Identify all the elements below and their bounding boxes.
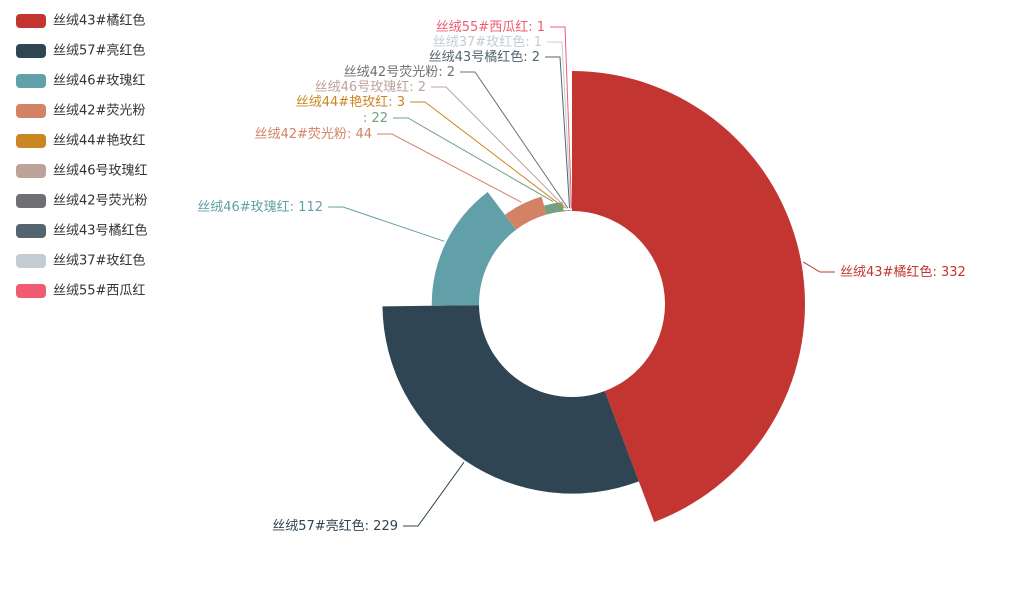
legend-swatch: [16, 284, 46, 298]
slice-label: 丝绒57#亮红色: 229: [272, 518, 398, 534]
slice-label-name: 丝绒42#荧光粉: [255, 127, 347, 142]
slice-label-name: 丝绒37#玫红色: [433, 34, 525, 50]
slice-label-value: 229: [373, 519, 398, 534]
slice-label: 丝绒42号荧光粉: 2: [344, 65, 455, 80]
leader-line: [460, 71, 569, 209]
leader-line: [547, 41, 572, 209]
slice-label: 丝绒46号玫瑰红: 2: [315, 79, 426, 95]
slice-label-name: 丝绒44#艳玫红: [296, 94, 388, 110]
rose-slice: [544, 202, 564, 215]
legend-swatch: [16, 224, 46, 238]
leader-line: [802, 261, 835, 273]
slice-label: : 22: [363, 111, 388, 126]
slice-label: 丝绒55#西瓜红: 1: [436, 19, 545, 35]
slice-label-value: 332: [941, 265, 966, 280]
rose-slice: [382, 305, 639, 494]
slice-label-value: 1: [534, 35, 542, 50]
leader-line: [410, 101, 565, 209]
leader-line: [431, 86, 567, 209]
rose-slice: [568, 210, 571, 212]
legend-label: 丝绒42#荧光粉: [53, 104, 145, 119]
slice-label: 丝绒42#荧光粉: 44: [255, 127, 373, 142]
legend-label: 丝绒43#橘红色: [53, 13, 145, 29]
slice-label-name: 丝绒43#橘红色: [840, 264, 932, 280]
legend-label: 丝绒46#玫瑰红: [53, 73, 145, 89]
slice-label-value: 2: [447, 65, 455, 80]
legend-label: 丝绒43号橘红色: [53, 223, 148, 239]
slice-label-value: 44: [355, 127, 372, 142]
leader-line: [377, 133, 522, 203]
slice-label-name: 丝绒46号玫瑰红: [315, 79, 410, 95]
rose-slice: [563, 209, 566, 212]
slice-label-name: 丝绒55#西瓜红: [436, 19, 528, 35]
legend-swatch: [16, 194, 46, 208]
legend-swatch: [16, 254, 46, 268]
slice-label: 丝绒43号橘红色: 2: [429, 49, 540, 65]
slice-label-value: 2: [532, 50, 540, 65]
slice-label-name: 丝绒43号橘红色: [429, 49, 524, 65]
slice-label: 丝绒44#艳玫红: 3: [296, 94, 405, 110]
slice-label-name: 丝绒42号荧光粉: [344, 65, 439, 80]
leader-line: [403, 461, 465, 527]
slice-label: 丝绒37#玫红色: 1: [433, 34, 542, 50]
slice-label-name: 丝绒46#玫瑰红: [197, 199, 289, 215]
slice-label-value: 22: [371, 111, 388, 126]
leader-line: [328, 206, 445, 242]
slice-label: 丝绒43#橘红色: 332: [840, 264, 966, 280]
legend-label: 丝绒37#玫红色: [53, 253, 145, 269]
slice-label-value: 1: [537, 20, 545, 35]
legend-label: 丝绒46号玫瑰红: [53, 163, 148, 179]
slice-label-value: 112: [298, 200, 323, 215]
legend-swatch: [16, 104, 46, 118]
legend-swatch: [16, 44, 46, 58]
rose-slice: [572, 71, 806, 523]
legend-label: 丝绒55#西瓜红: [53, 283, 145, 299]
legend-swatch: [16, 74, 46, 88]
slice-label-name: 丝绒57#亮红色: [272, 518, 364, 534]
legend-swatch: [16, 134, 46, 148]
rose-slice: [504, 196, 547, 230]
legend-swatch: [16, 14, 46, 28]
legend-label: 丝绒42号荧光粉: [53, 194, 148, 209]
rose-slice: [431, 191, 517, 306]
slice-label-value: 2: [418, 80, 426, 95]
leader-line: [545, 56, 571, 209]
slice-label: 丝绒46#玫瑰红: 112: [197, 199, 323, 215]
leader-line: [550, 26, 573, 209]
legend-label: 丝绒44#艳玫红: [53, 133, 145, 149]
legend-swatch: [16, 164, 46, 178]
leader-line: [393, 117, 554, 202]
rose-slice: [567, 210, 569, 212]
legend-label: 丝绒57#亮红色: [53, 43, 145, 59]
rose-slice: [565, 210, 568, 212]
slice-label-value: 3: [397, 95, 405, 110]
